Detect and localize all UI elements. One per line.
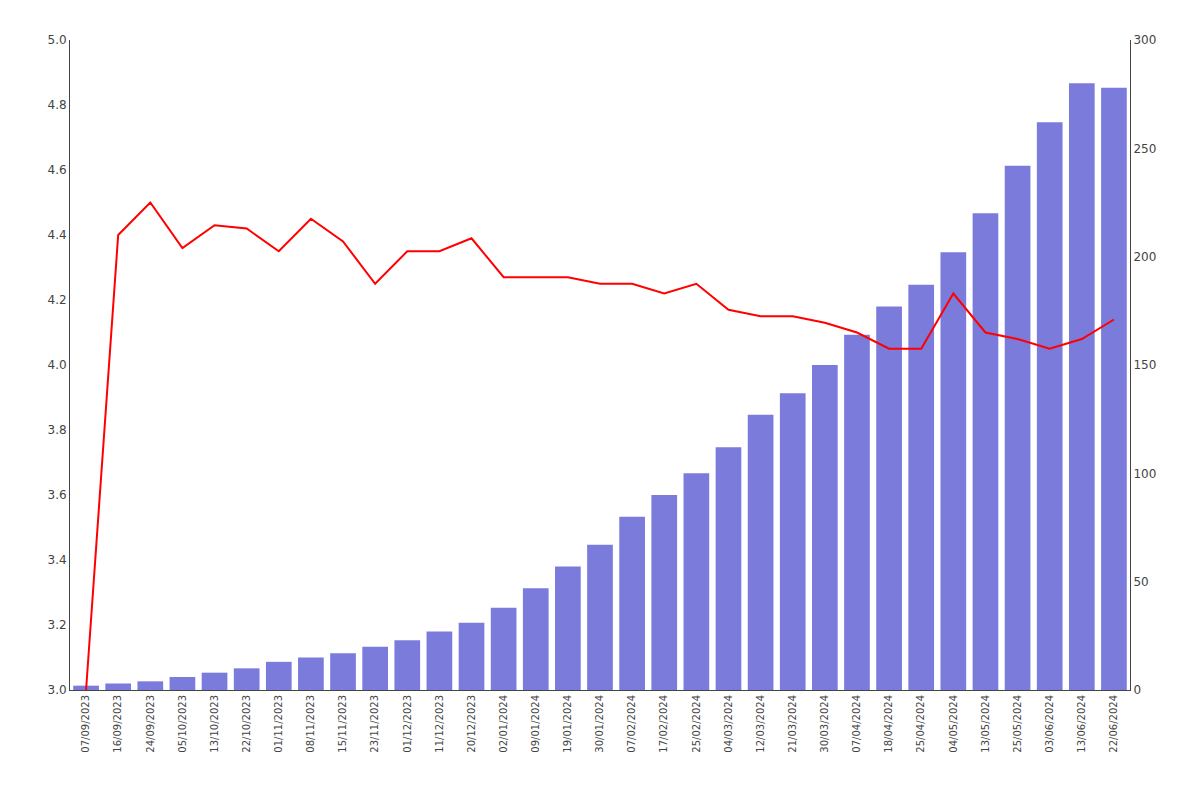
svg-text:5.0: 5.0 [48, 33, 67, 47]
svg-text:0: 0 [1133, 683, 1141, 697]
svg-text:13/10/2023: 13/10/2023 [209, 695, 220, 753]
svg-text:4.0: 4.0 [48, 358, 67, 372]
svg-text:01/11/2023: 01/11/2023 [273, 695, 284, 753]
svg-text:04/05/2024: 04/05/2024 [948, 695, 959, 753]
svg-text:4.2: 4.2 [48, 293, 67, 307]
svg-text:23/11/2023: 23/11/2023 [369, 695, 380, 753]
svg-text:17/02/2024: 17/02/2024 [658, 695, 669, 753]
svg-text:300: 300 [1133, 33, 1156, 47]
svg-text:04/03/2024: 04/03/2024 [723, 695, 734, 753]
svg-text:30/01/2024: 30/01/2024 [594, 695, 605, 753]
svg-text:250: 250 [1133, 142, 1156, 156]
svg-text:20/12/2023: 20/12/2023 [466, 695, 477, 753]
svg-text:30/03/2024: 30/03/2024 [819, 695, 830, 753]
svg-text:21/03/2024: 21/03/2024 [787, 695, 798, 753]
svg-text:25/04/2024: 25/04/2024 [915, 695, 926, 753]
svg-text:16/09/2023: 16/09/2023 [112, 695, 123, 753]
svg-text:22/10/2023: 22/10/2023 [241, 695, 252, 753]
svg-text:100: 100 [1133, 467, 1156, 481]
svg-text:19/01/2024: 19/01/2024 [562, 695, 573, 753]
svg-text:3.0: 3.0 [48, 683, 67, 697]
svg-text:3.6: 3.6 [48, 488, 67, 502]
svg-text:24/09/2023: 24/09/2023 [145, 695, 156, 753]
svg-text:13/05/2024: 13/05/2024 [980, 695, 991, 753]
svg-text:01/12/2023: 01/12/2023 [402, 695, 413, 753]
svg-text:3.8: 3.8 [48, 423, 67, 437]
svg-text:4.8: 4.8 [48, 98, 67, 112]
svg-text:50: 50 [1133, 575, 1148, 589]
svg-text:13/06/2024: 13/06/2024 [1076, 695, 1087, 753]
svg-text:05/10/2023: 05/10/2023 [177, 695, 188, 753]
svg-text:22/06/2024: 22/06/2024 [1108, 695, 1119, 753]
svg-text:3.2: 3.2 [48, 618, 67, 632]
svg-text:200: 200 [1133, 250, 1156, 264]
svg-text:07/09/2023: 07/09/2023 [80, 695, 91, 753]
svg-text:150: 150 [1133, 358, 1156, 372]
svg-text:07/02/2024: 07/02/2024 [626, 695, 637, 753]
svg-text:4.6: 4.6 [48, 163, 67, 177]
svg-text:12/03/2024: 12/03/2024 [755, 695, 766, 753]
svg-text:07/04/2024: 07/04/2024 [851, 695, 862, 753]
svg-text:15/11/2023: 15/11/2023 [337, 695, 348, 753]
svg-text:02/01/2024: 02/01/2024 [498, 695, 509, 753]
svg-text:11/12/2023: 11/12/2023 [434, 695, 445, 753]
svg-text:09/01/2024: 09/01/2024 [530, 695, 541, 753]
svg-text:25/02/2024: 25/02/2024 [691, 695, 702, 753]
svg-text:4.4: 4.4 [48, 228, 67, 242]
svg-text:25/05/2024: 25/05/2024 [1012, 695, 1023, 753]
svg-text:08/11/2023: 08/11/2023 [305, 695, 316, 753]
svg-text:03/06/2024: 03/06/2024 [1044, 695, 1055, 753]
svg-text:3.4: 3.4 [48, 553, 67, 567]
svg-text:18/04/2024: 18/04/2024 [883, 695, 894, 753]
